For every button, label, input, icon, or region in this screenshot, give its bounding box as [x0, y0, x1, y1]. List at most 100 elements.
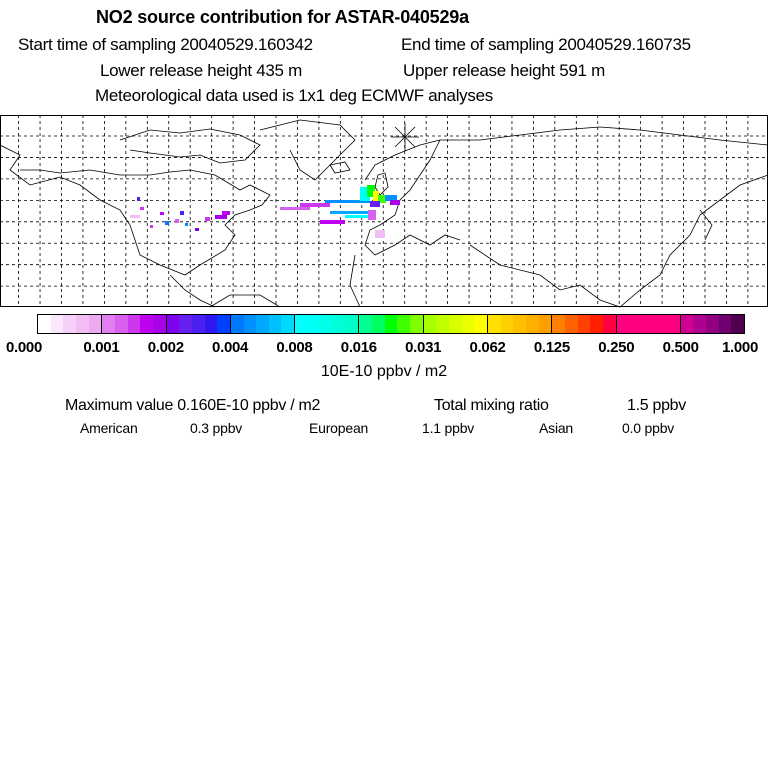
coast-canada-arctic [119, 128, 261, 164]
colorbar-swatch [513, 315, 526, 333]
asian-label: Asian [539, 420, 574, 436]
plume-cell [373, 191, 379, 201]
plume-cell [165, 221, 169, 225]
colorbar-swatch [602, 315, 616, 333]
plume-cell [185, 223, 188, 226]
plume-cell [215, 215, 227, 219]
colorbar-swatch [422, 315, 437, 333]
colorbar-swatch [500, 315, 514, 333]
plume-cell [222, 211, 230, 215]
lower-release-height: Lower release height 435 m [100, 61, 302, 80]
coast-iceland [329, 161, 351, 174]
colorbar-swatch [372, 315, 385, 333]
colorbar-tick-label: 0.000 [5, 339, 43, 356]
colorbar-swatch [410, 315, 423, 333]
plume-cell [300, 203, 330, 207]
plume-cell [160, 212, 164, 215]
colorbar-swatch [397, 315, 411, 333]
colorbar-tick-label: 0.062 [469, 339, 506, 356]
plume-cell [320, 220, 345, 224]
plume-cell [370, 201, 380, 207]
coast-central-america [169, 274, 216, 308]
colorbar-swatch [654, 315, 668, 333]
colorbar-swatch [358, 315, 373, 333]
plume-cell [280, 207, 310, 210]
plume-cell [378, 195, 386, 203]
colorbar-swatch [564, 315, 578, 333]
plume-cell [390, 200, 400, 205]
colorbar-tick-label: 0.125 [533, 339, 570, 356]
plume-cell [330, 211, 370, 214]
coast-south-america [209, 294, 281, 308]
colorbar-swatch [706, 315, 719, 333]
coast-north-america [0, 144, 271, 276]
plume-cell [140, 207, 144, 210]
colorbar-swatch [731, 315, 745, 333]
colorbar-swatch [333, 315, 346, 333]
colorbar-swatch [320, 315, 334, 333]
grid-lines [0, 115, 768, 307]
colorbar-swatch [449, 315, 462, 333]
colorbar-swatch [461, 315, 475, 333]
colorbar-swatch [243, 315, 257, 333]
colorbar-swatch [217, 315, 230, 333]
colorbar-tick-label: 0.031 [405, 339, 442, 356]
colorbar-swatch [165, 315, 180, 333]
coast-japan [699, 209, 713, 241]
chart-title: NO2 source contribution for ASTAR-040529… [96, 7, 469, 27]
plume-field [130, 185, 400, 238]
colorbar-tick-label: 0.250 [598, 339, 635, 356]
plume-cell [180, 211, 184, 215]
plume-cell [195, 228, 199, 231]
start-time: Start time of sampling 20040529.160342 [18, 35, 313, 54]
colorbar-tick-label: 0.016 [340, 339, 377, 356]
colorbar-tick-label: 0.008 [276, 339, 313, 356]
colorbar-swatch [281, 315, 295, 333]
colorbar-swatch [577, 315, 591, 333]
colorbar-swatch [538, 315, 552, 333]
colorbar-swatch [191, 315, 205, 333]
colorbar-swatch [307, 315, 321, 333]
colorbar-swatch [629, 315, 642, 333]
plume-cell [360, 187, 370, 201]
colorbar-swatch [63, 315, 76, 333]
colorbar-swatch [152, 315, 166, 333]
american-value: 0.3 ppbv [190, 420, 243, 436]
coast-uk [374, 172, 389, 196]
colorbar-swatch [127, 315, 141, 333]
end-time: End time of sampling 20040529.160735 [401, 35, 691, 54]
colorbar-swatch [486, 315, 501, 333]
plume-cell [205, 217, 210, 221]
plume-cell [150, 225, 153, 228]
coast-asia [440, 126, 768, 308]
colorbar-swatch [229, 315, 244, 333]
asian-value: 0.0 ppbv [622, 420, 675, 436]
colorbar-swatch [474, 315, 487, 333]
map-plot [0, 115, 768, 308]
colorbar-tick-label: 0.500 [662, 339, 699, 356]
colorbar-swatch [551, 315, 565, 333]
plume-cell [367, 185, 375, 197]
colorbar [37, 314, 745, 334]
plume-cell [325, 200, 370, 203]
colorbar-tick-label: 1.000 [721, 339, 759, 356]
european-value: 1.1 ppbv [422, 420, 475, 436]
plume-cell [137, 197, 140, 201]
colorbar-swatch [88, 315, 102, 333]
colorbar-swatch [615, 315, 630, 333]
colorbar-tick-label: 0.004 [212, 339, 249, 356]
colorbar-swatch [436, 315, 449, 333]
plume-cell [130, 215, 140, 218]
colorbar-swatch [256, 315, 269, 333]
plume-cell [385, 195, 397, 201]
map-frame [0, 115, 768, 307]
coastlines [0, 119, 768, 308]
colorbar-unit: 10E-10 ppbv / m2 [320, 363, 448, 380]
coast-africa [349, 254, 361, 308]
colorbar-tick-label: 0.002 [147, 339, 184, 356]
colorbar-swatch [667, 315, 680, 333]
colorbar-swatch [268, 315, 282, 333]
coast-europe [364, 139, 461, 256]
max-value: Maximum value 0.160E-10 ppbv / m2 [65, 397, 321, 414]
european-label: European [309, 420, 369, 436]
